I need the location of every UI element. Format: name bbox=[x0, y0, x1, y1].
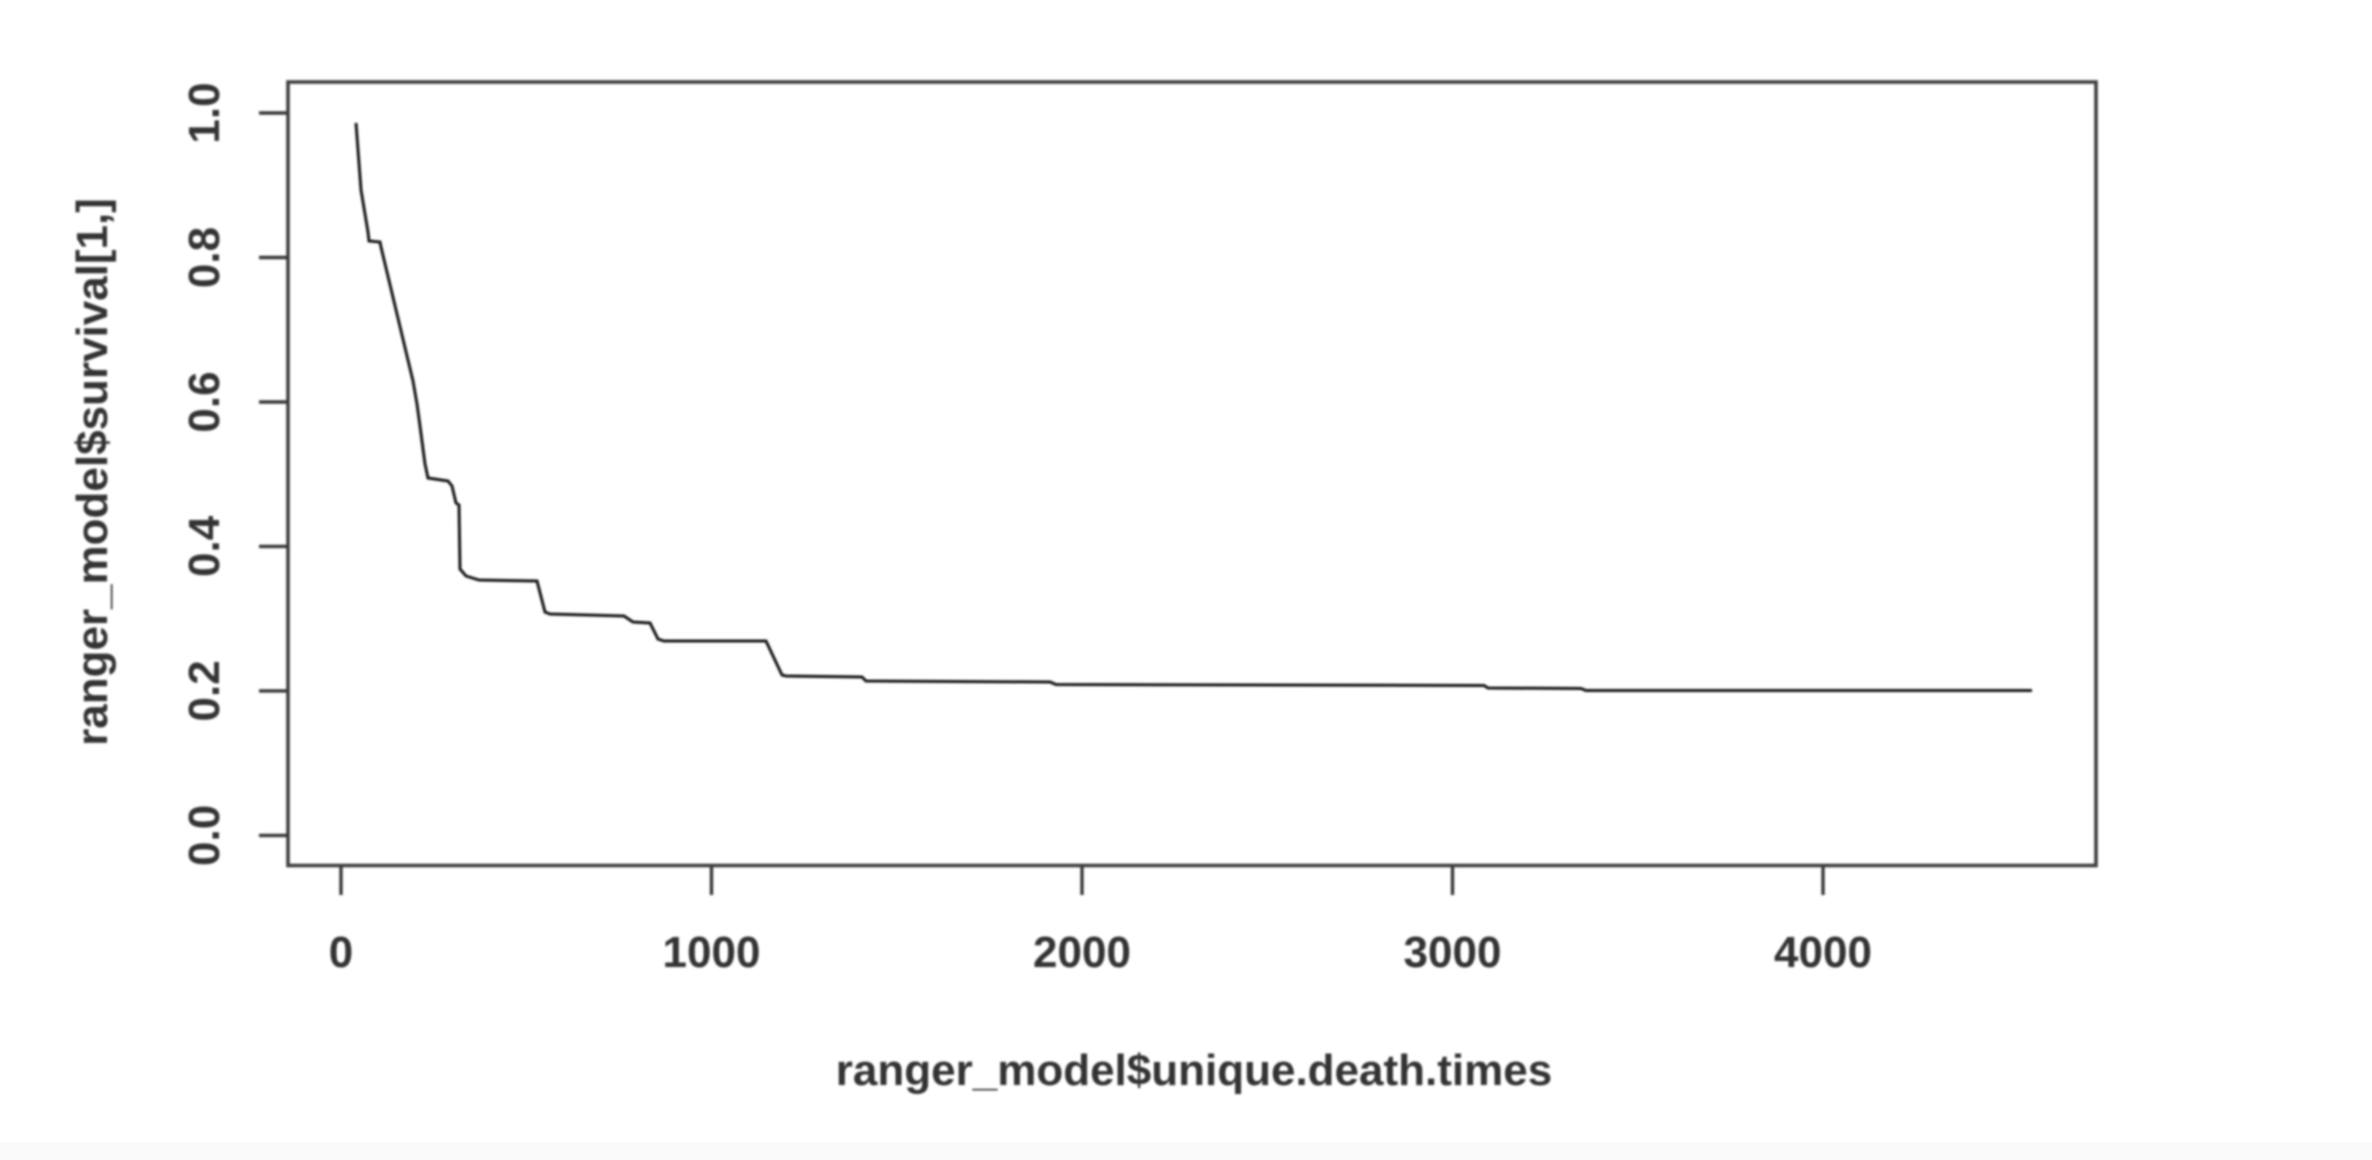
svg-text:1000: 1000 bbox=[663, 928, 761, 977]
svg-text:0.2: 0.2 bbox=[180, 660, 229, 721]
svg-text:1.0: 1.0 bbox=[180, 82, 229, 143]
svg-text:ranger_model$survival[1,]: ranger_model$survival[1,] bbox=[68, 198, 117, 746]
svg-text:3000: 3000 bbox=[1404, 928, 1502, 977]
svg-text:2000: 2000 bbox=[1033, 928, 1131, 977]
svg-text:0.8: 0.8 bbox=[180, 227, 229, 288]
svg-text:0: 0 bbox=[329, 928, 353, 977]
svg-text:4000: 4000 bbox=[1774, 928, 1872, 977]
svg-text:0.4: 0.4 bbox=[180, 515, 229, 577]
svg-text:0.0: 0.0 bbox=[180, 805, 229, 866]
svg-text:ranger_model$unique.death.time: ranger_model$unique.death.times bbox=[836, 1046, 1552, 1095]
svg-text:0.6: 0.6 bbox=[180, 371, 229, 432]
